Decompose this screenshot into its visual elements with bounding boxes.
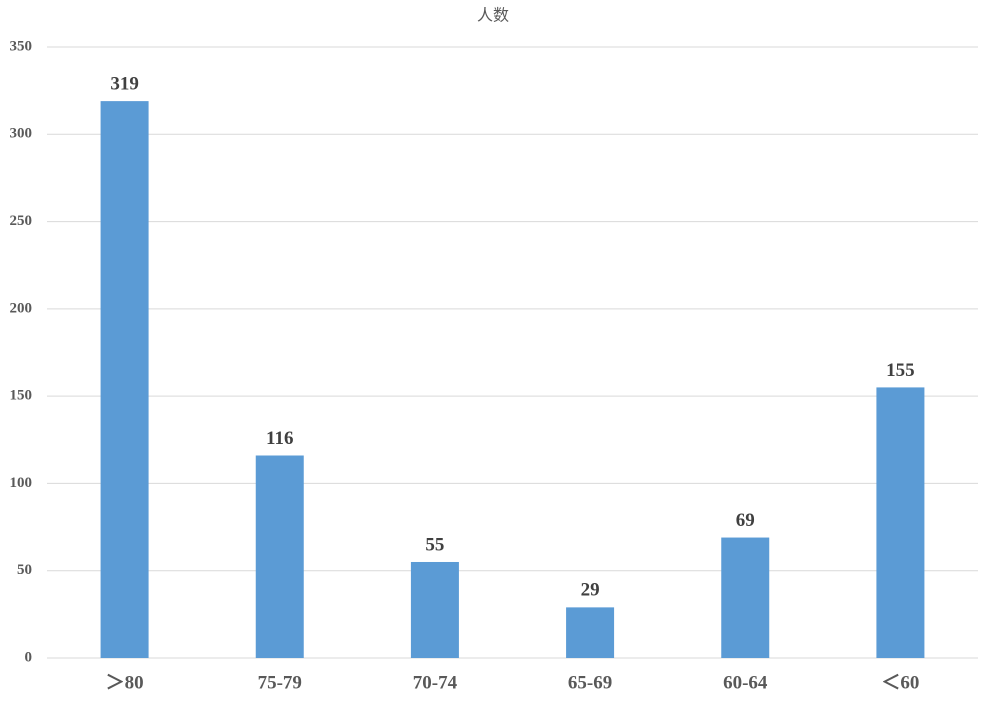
y-tick-label: 150 [10,388,33,404]
y-tick-label: 250 [10,213,33,229]
value-label: 55 [425,534,444,555]
y-tick-label: 200 [10,300,33,316]
x-tick-label: ＞80 [106,672,144,693]
x-tick-label: ＜60 [881,672,919,693]
y-tick-label: 350 [10,38,33,54]
x-tick-label: 60-64 [723,672,768,693]
bar [410,561,459,658]
bar [100,101,149,659]
bar [255,455,304,658]
chart-title: 人数 [477,6,509,25]
y-tick-label: 50 [17,562,32,578]
value-label: 116 [266,428,293,449]
y-tick-label: 100 [10,475,33,491]
value-label: 29 [581,580,600,601]
value-label: 155 [886,360,915,381]
bar [566,607,615,658]
bar [721,537,770,658]
value-label: 319 [110,73,139,94]
x-tick-label: 75-79 [258,672,302,693]
value-label: 69 [736,510,755,531]
x-tick-label: 65-69 [568,672,612,693]
x-tick-label: 70-74 [413,672,458,693]
y-tick-label: 300 [10,126,33,142]
y-tick-label: 0 [25,649,33,665]
bar [876,387,925,658]
